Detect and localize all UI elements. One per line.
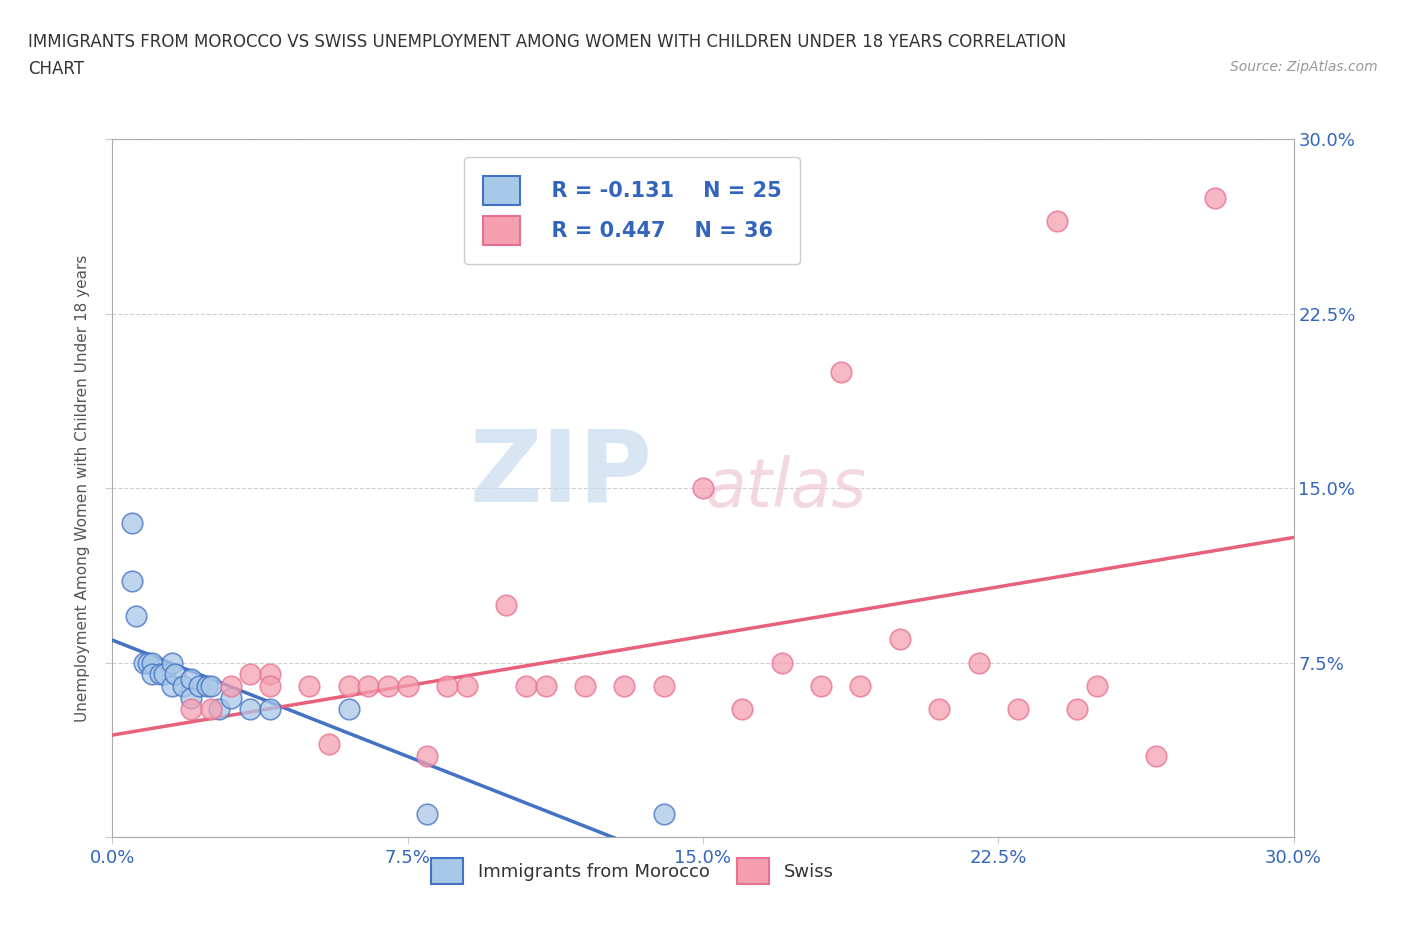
Text: Source: ZipAtlas.com: Source: ZipAtlas.com xyxy=(1230,60,1378,74)
Point xyxy=(219,679,242,694)
Point xyxy=(1204,190,1226,205)
Point xyxy=(652,679,675,694)
Point xyxy=(337,701,360,716)
Point xyxy=(180,701,202,716)
Point xyxy=(141,656,163,671)
Point xyxy=(849,679,872,694)
Point xyxy=(377,679,399,694)
Point xyxy=(298,679,321,694)
Point xyxy=(928,701,950,716)
Point xyxy=(515,679,537,694)
Point xyxy=(495,597,517,612)
Point xyxy=(1007,701,1029,716)
Point xyxy=(574,679,596,694)
Point xyxy=(149,667,172,682)
Point xyxy=(200,701,222,716)
Point xyxy=(396,679,419,694)
Point xyxy=(141,667,163,682)
Point xyxy=(125,609,148,624)
Point xyxy=(195,679,218,694)
Point xyxy=(160,679,183,694)
Y-axis label: Unemployment Among Women with Children Under 18 years: Unemployment Among Women with Children U… xyxy=(75,255,90,722)
Point xyxy=(692,481,714,496)
Point xyxy=(160,656,183,671)
Point xyxy=(152,667,174,682)
Point xyxy=(239,667,262,682)
Point xyxy=(613,679,636,694)
Point xyxy=(121,515,143,530)
Point xyxy=(172,679,194,694)
Point xyxy=(188,679,211,694)
Point xyxy=(1085,679,1108,694)
Point xyxy=(219,690,242,705)
Point xyxy=(180,690,202,705)
Point xyxy=(830,365,852,379)
Point xyxy=(770,656,793,671)
Point xyxy=(239,701,262,716)
Point xyxy=(416,806,439,821)
Point xyxy=(136,656,159,671)
Point xyxy=(259,667,281,682)
Point xyxy=(208,701,231,716)
Point xyxy=(357,679,380,694)
Point xyxy=(731,701,754,716)
Text: IMMIGRANTS FROM MOROCCO VS SWISS UNEMPLOYMENT AMONG WOMEN WITH CHILDREN UNDER 18: IMMIGRANTS FROM MOROCCO VS SWISS UNEMPLO… xyxy=(28,33,1066,50)
Point xyxy=(200,679,222,694)
Point xyxy=(456,679,478,694)
Point xyxy=(165,667,187,682)
Point xyxy=(180,671,202,686)
Point xyxy=(534,679,557,694)
Point xyxy=(967,656,990,671)
Point xyxy=(132,656,155,671)
Point xyxy=(259,701,281,716)
Point xyxy=(889,632,911,647)
Point xyxy=(416,748,439,763)
Point xyxy=(259,679,281,694)
Text: atlas: atlas xyxy=(706,456,866,521)
Point xyxy=(121,574,143,589)
Point xyxy=(1066,701,1088,716)
Point xyxy=(337,679,360,694)
Text: CHART: CHART xyxy=(28,60,84,78)
Point xyxy=(436,679,458,694)
Point xyxy=(1144,748,1167,763)
Point xyxy=(1046,214,1069,229)
Legend: Immigrants from Morocco, Swiss: Immigrants from Morocco, Swiss xyxy=(423,851,841,891)
Point xyxy=(810,679,832,694)
Point xyxy=(318,737,340,751)
Point xyxy=(652,806,675,821)
Text: ZIP: ZIP xyxy=(470,426,652,523)
